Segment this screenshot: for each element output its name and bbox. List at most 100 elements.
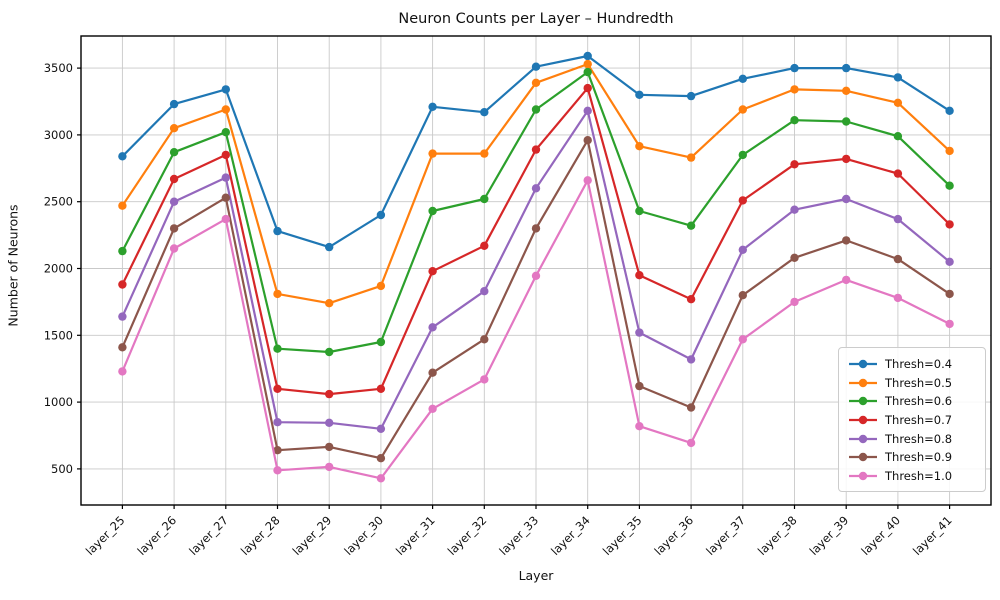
legend-item: Thresh=0.5 xyxy=(848,373,976,392)
data-point xyxy=(221,128,230,137)
legend: Thresh=0.4 Thresh=0.5 Thresh=0.6 Thresh=0.7… xyxy=(838,346,986,492)
data-point xyxy=(790,63,799,73)
legend-item-label: Thresh=0.7 xyxy=(885,412,953,427)
data-point xyxy=(945,146,954,156)
data-point xyxy=(531,184,541,193)
data-point xyxy=(221,214,230,224)
data-point xyxy=(893,254,903,264)
data-point xyxy=(480,335,489,344)
x-tick-label: layer_30 xyxy=(341,513,386,558)
data-point xyxy=(893,73,903,82)
x-tick-label: layer_25 xyxy=(83,513,128,558)
y-tick-label: 2000 xyxy=(44,262,73,276)
series-Thresh=0.7 xyxy=(118,83,954,399)
legend-item-label: Thresh=0.4 xyxy=(885,357,953,372)
legend-item: Thresh=0.9 xyxy=(848,448,976,467)
x-axis-label: Layer xyxy=(518,568,554,583)
data-point xyxy=(118,312,127,321)
data-point xyxy=(480,375,489,384)
data-point xyxy=(221,105,230,114)
data-point xyxy=(842,194,851,204)
data-point xyxy=(169,224,179,233)
data-point xyxy=(376,424,386,433)
data-point xyxy=(686,438,696,448)
legend-marker-icon xyxy=(849,471,877,480)
data-point xyxy=(893,214,903,224)
data-point xyxy=(531,145,541,154)
data-point xyxy=(686,91,696,101)
data-point xyxy=(325,242,334,252)
data-point xyxy=(376,384,386,393)
data-point xyxy=(480,241,489,250)
data-point xyxy=(738,291,747,300)
data-point xyxy=(169,174,179,184)
data-point xyxy=(169,99,179,109)
legend-item-label: Thresh=0.5 xyxy=(885,375,953,390)
data-point xyxy=(325,418,334,427)
data-point xyxy=(635,328,644,337)
legend-marker-icon xyxy=(849,434,877,443)
data-point xyxy=(428,149,437,158)
data-point xyxy=(686,221,696,230)
data-point xyxy=(273,384,282,393)
data-point xyxy=(945,289,954,299)
x-tick-label: layer_28 xyxy=(238,513,283,558)
data-point xyxy=(118,367,127,376)
data-point xyxy=(428,102,437,112)
data-point xyxy=(635,206,644,216)
data-point xyxy=(531,224,541,233)
data-point xyxy=(221,173,230,182)
data-point xyxy=(738,150,747,160)
data-point xyxy=(738,196,747,205)
series-Thresh=1.0 xyxy=(118,176,954,483)
data-point xyxy=(738,105,747,114)
data-point xyxy=(842,275,851,285)
legend-marker-icon xyxy=(849,452,877,462)
legend-item: Thresh=0.8 xyxy=(848,429,976,448)
data-point xyxy=(790,160,799,169)
data-point xyxy=(635,422,644,431)
data-point xyxy=(273,289,282,299)
y-tick-label: 3500 xyxy=(44,61,73,75)
y-tick-label: 1500 xyxy=(44,328,73,342)
series-Thresh=0.9 xyxy=(118,136,954,463)
data-point xyxy=(221,150,230,160)
data-point xyxy=(531,62,541,71)
data-point xyxy=(738,245,747,254)
data-point xyxy=(635,381,644,391)
data-point xyxy=(893,169,903,178)
data-point xyxy=(531,271,541,280)
legend-item: Thresh=1.0 xyxy=(848,466,976,485)
data-point xyxy=(635,271,644,280)
data-point xyxy=(531,78,541,88)
x-tick-label: layer_29 xyxy=(290,513,335,558)
chart-title: Neuron Counts per Layer – Hundredth xyxy=(398,11,674,27)
data-point xyxy=(273,446,282,455)
data-point xyxy=(169,148,179,157)
x-tick-label: layer_39 xyxy=(807,513,852,558)
data-point xyxy=(325,299,334,308)
data-point xyxy=(428,323,437,332)
data-point xyxy=(583,59,592,69)
data-point xyxy=(118,343,127,352)
data-point xyxy=(480,194,489,204)
data-point xyxy=(842,154,851,164)
data-point xyxy=(428,404,437,413)
data-point xyxy=(376,337,386,347)
data-point xyxy=(325,442,334,452)
series-Thresh=0.8 xyxy=(118,106,954,433)
data-point xyxy=(531,105,541,114)
data-point xyxy=(790,297,799,307)
data-point xyxy=(376,281,386,291)
data-point xyxy=(325,462,334,472)
data-point xyxy=(842,117,851,126)
data-point xyxy=(169,197,179,206)
data-point xyxy=(635,142,644,151)
legend-item: Thresh=0.6 xyxy=(848,392,976,411)
x-tick-label: layer_33 xyxy=(496,513,541,558)
y-axis-label: Number of Neurons xyxy=(5,204,21,327)
data-point xyxy=(738,74,747,84)
x-tick-label: layer_35 xyxy=(600,513,645,558)
data-point xyxy=(118,280,127,289)
